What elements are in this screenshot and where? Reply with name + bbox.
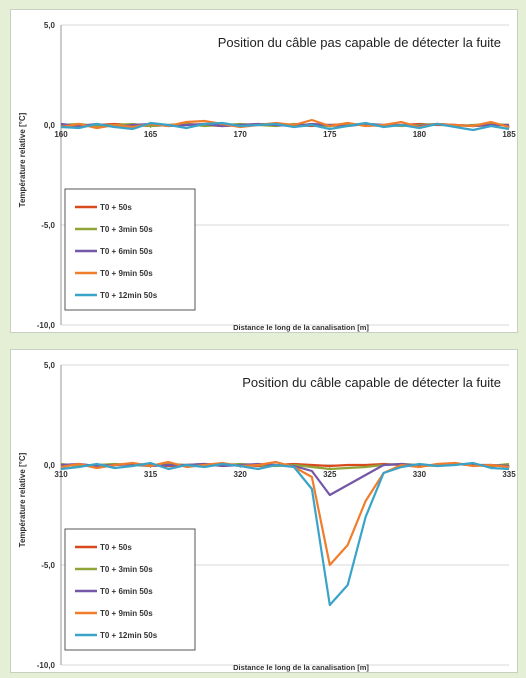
legend-label: T0 + 50s (100, 543, 132, 552)
x-tick-label: 315 (144, 470, 158, 479)
x-tick-label: 170 (234, 130, 248, 139)
x-tick-label: 165 (144, 130, 158, 139)
legend-label: T0 + 6min 50s (100, 587, 153, 596)
y-tick-label: 5,0 (44, 21, 56, 30)
x-tick-label: 325 (323, 470, 337, 479)
legend-label: T0 + 50s (100, 203, 132, 212)
series-line-5 (60, 461, 510, 607)
chart-panel-top: 5,0 0,0 -5,0 -10,0 160 165 170 175 180 185 Positio… (10, 9, 518, 333)
temperature-chart-no-leak: 5,0 0,0 -5,0 -10,0 160 165 170 175 180 185 Positio… (18, 21, 516, 332)
legend-label: T0 + 3min 50s (100, 565, 153, 574)
legend-label: T0 + 12min 50s (100, 291, 158, 300)
legend-box (64, 528, 196, 651)
x-axis-label: Distance le long de la canalisation [m] (233, 323, 369, 332)
series-line-4 (60, 460, 510, 567)
x-tick-label: 185 (502, 130, 516, 139)
y-tick-label: 5,0 (44, 361, 56, 370)
y-tick-label: -10,0 (37, 321, 56, 330)
legend: T0 + 50s T0 + 3min 50s T0 + 6min 50s T0 + 9… (64, 188, 196, 311)
legend-label: T0 + 6min 50s (100, 247, 153, 256)
y-tick-label: 0,0 (44, 461, 56, 470)
x-tick-label: 330 (413, 470, 427, 479)
y-axis-label: Température relative [°C] (18, 112, 27, 207)
legend-label: T0 + 3min 50s (100, 225, 153, 234)
chart-title: Position du câble capable de détecter la… (242, 375, 501, 390)
y-tick-label: -10,0 (37, 661, 56, 670)
y-tick-label: -5,0 (41, 561, 55, 570)
x-tick-label: 335 (502, 470, 516, 479)
x-tick-label: 310 (54, 470, 68, 479)
chart-title: Position du câble pas capable de détecte… (218, 35, 501, 50)
chart-panel-bottom: 5,0 0,0 -5,0 -10,0 310 315 320 325 330 335 Positio… (10, 349, 518, 673)
legend-box (64, 188, 196, 311)
temperature-chart-leak: 5,0 0,0 -5,0 -10,0 310 315 320 325 330 335 Positio… (18, 361, 516, 672)
x-tick-label: 175 (323, 130, 337, 139)
x-tick-label: 160 (54, 130, 68, 139)
y-tick-label: 0,0 (44, 121, 56, 130)
legend-label: T0 + 12min 50s (100, 631, 158, 640)
series-line-5 (60, 121, 510, 132)
legend-label: T0 + 9min 50s (100, 609, 153, 618)
y-axis-label: Température relative [°C] (18, 452, 27, 547)
legend: T0 + 50s T0 + 3min 50s T0 + 6min 50s T0 + 9… (64, 528, 196, 651)
x-tick-label: 320 (234, 470, 248, 479)
legend-label: T0 + 9min 50s (100, 269, 153, 278)
x-axis-label: Distance le long de la canalisation [m] (233, 663, 369, 672)
x-tick-label: 180 (413, 130, 427, 139)
y-tick-label: -5,0 (41, 221, 55, 230)
series-line-3 (60, 462, 510, 497)
